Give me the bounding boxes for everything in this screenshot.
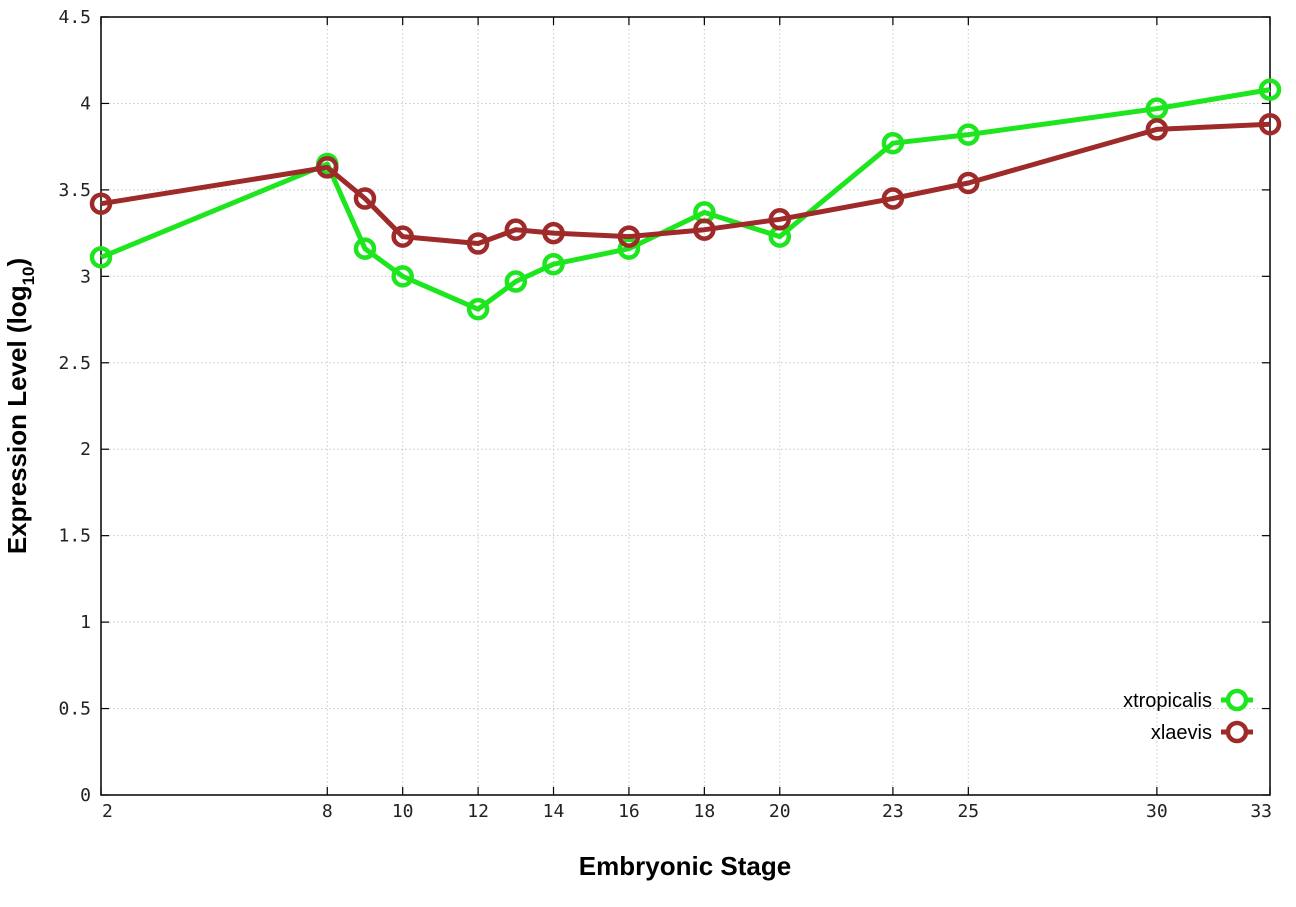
data-point-xtropicalis bbox=[957, 123, 980, 146]
plot-frame bbox=[100, 16, 1271, 796]
data-point-xlaevis bbox=[617, 225, 641, 248]
data-point-xlaevis bbox=[957, 171, 980, 195]
x-tick-label: 23 bbox=[882, 801, 904, 822]
data-point-xlaevis bbox=[316, 156, 339, 179]
data-point-xtropicalis bbox=[881, 131, 905, 155]
data-point-xlaevis bbox=[768, 208, 792, 231]
legend-label-xlaevis: xlaevis bbox=[1151, 722, 1212, 744]
data-point-xlaevis bbox=[89, 192, 113, 215]
legend-label-xtropicalis: xtropicalis bbox=[1123, 690, 1212, 712]
y-tick-label: 4.5 bbox=[58, 7, 91, 28]
data-point-xlaevis bbox=[693, 218, 716, 241]
data-point-xtropicalis bbox=[542, 252, 565, 276]
data-point-xlaevis bbox=[353, 187, 377, 210]
y-tick-label: 0 bbox=[80, 785, 91, 806]
x-tick-label: 14 bbox=[543, 801, 565, 822]
y-tick-label: 0.5 bbox=[58, 699, 91, 720]
legend-marker-xtropicalis bbox=[1225, 688, 1249, 712]
data-point-xtropicalis bbox=[504, 270, 528, 293]
data-point-xtropicalis bbox=[1258, 78, 1282, 101]
x-tick-label: 20 bbox=[769, 801, 791, 822]
y-tick-label: 4 bbox=[80, 93, 91, 114]
data-series bbox=[89, 78, 1282, 321]
x-tick-label: 8 bbox=[322, 801, 333, 822]
data-point-xlaevis bbox=[504, 218, 528, 241]
y-tick-label: 3.5 bbox=[58, 180, 91, 201]
y-tick-label: 1 bbox=[80, 612, 91, 633]
legend: xtropicalis xlaevis bbox=[1123, 688, 1253, 744]
y-tick-label: 2.5 bbox=[58, 353, 91, 374]
data-point-xtropicalis bbox=[89, 246, 113, 269]
data-point-xlaevis bbox=[1145, 118, 1169, 141]
axis-ticks: 0 0.5 1 1.5 2 2.5 3 3.5 4 4.5 2 8 10 12 14 16 18 20 23 25 30… bbox=[58, 7, 1272, 822]
y-axis-title-suffix: ) bbox=[2, 258, 32, 267]
x-tick-label: 10 bbox=[392, 801, 414, 822]
legend-marker-xlaevis bbox=[1225, 720, 1249, 744]
x-axis-title: Embryonic Stage bbox=[579, 851, 791, 881]
data-point-xtropicalis bbox=[391, 265, 414, 288]
x-tick-label: 25 bbox=[957, 801, 979, 822]
y-axis-title-subscript: 10 bbox=[19, 267, 38, 286]
y-tick-label: 3 bbox=[80, 266, 91, 287]
y-axis-title-main: Expression Level (log bbox=[2, 285, 32, 554]
x-tick-label: 2 bbox=[102, 801, 113, 822]
data-point-xlaevis bbox=[466, 232, 490, 255]
data-point-xlaevis bbox=[542, 221, 565, 245]
data-point-xlaevis bbox=[391, 225, 414, 248]
data-point-xtropicalis bbox=[353, 237, 377, 260]
data-point-xtropicalis bbox=[466, 297, 490, 321]
x-tick-label: 18 bbox=[694, 801, 716, 822]
y-tick-label: 1.5 bbox=[58, 526, 91, 547]
data-point-xlaevis bbox=[1258, 112, 1282, 136]
data-point-xlaevis bbox=[881, 187, 905, 210]
data-point-xtropicalis bbox=[617, 237, 641, 260]
x-tick-label: 30 bbox=[1146, 801, 1168, 822]
x-tick-label: 33 bbox=[1250, 801, 1272, 822]
x-tick-label: 16 bbox=[618, 801, 640, 822]
data-point-xtropicalis bbox=[1145, 97, 1169, 120]
grid-lines bbox=[101, 17, 1270, 795]
y-axis-title: Expression Level (log10) bbox=[2, 258, 38, 554]
y-tick-label: 2 bbox=[80, 439, 91, 460]
x-tick-label: 12 bbox=[467, 801, 489, 822]
